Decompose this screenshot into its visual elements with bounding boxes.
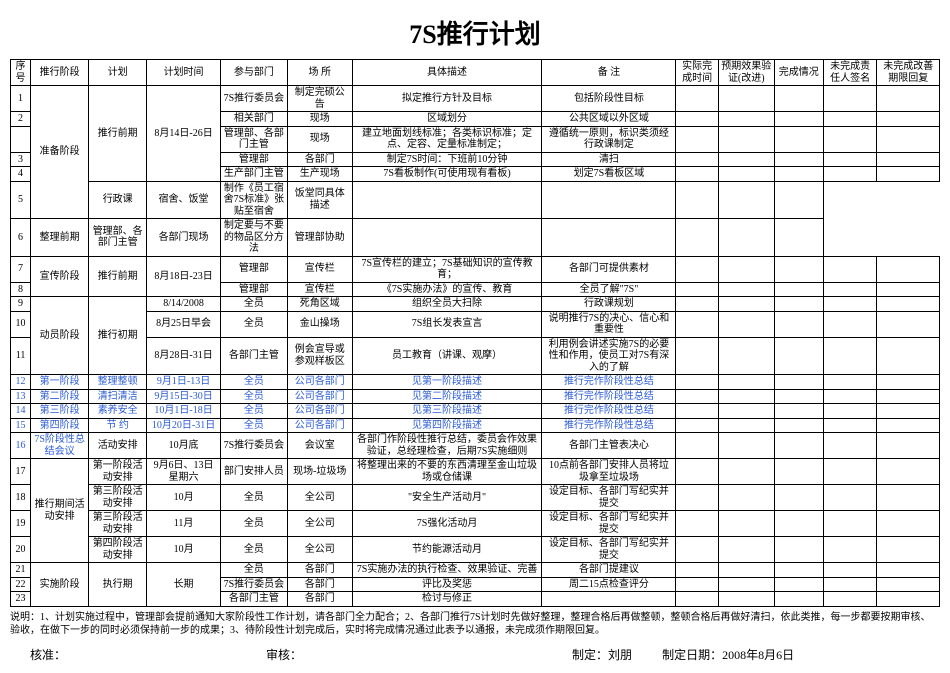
footnote: 说明：1、计划实施过程中，管理部会提前通知大家阶段性工作计划，请各部门全力配合；… xyxy=(10,611,940,638)
footer: 核准： 审核： 制定：刘朋 制定日期：2008年8月6日 xyxy=(10,646,940,663)
table-row: 9动员阶段推行初期8/14/2008全员死角区域组织全员大扫除行政课规划 xyxy=(11,297,940,312)
table-row: 17推行期间活动安排第一阶段活动安排9月6日、13日星期六部门安排人员现场-垃圾… xyxy=(11,459,940,485)
table-row: 1准备阶段推行前期8月14日-26日7S推行委员会制定完硕公告拟定推行方针及目标… xyxy=(11,86,940,112)
col-header: 参与部门 xyxy=(220,60,287,86)
table-row: 14第三阶段素养安全10月1日-18日全员公司各部门见第三阶段描述推行完作阶段性… xyxy=(11,404,940,419)
col-header: 场 所 xyxy=(287,60,352,86)
col-header: 备 注 xyxy=(542,60,676,86)
table-row: 118月28日-31日各部门主管例会宣导或参观样板区员工教育（讲课、观摩）利用例… xyxy=(11,337,940,375)
table-row: 7宣传阶段推行前期8月18日-23日管理部宣传栏7S宣传栏的建立；7S基础知识的… xyxy=(11,256,940,282)
table-row: 6整理前期管理部、各部门主管各部门现场制定要与不要的物品区分方法管理部协助 xyxy=(11,219,940,257)
col-header: 推行阶段 xyxy=(31,60,89,86)
table-row: 15第四阶段节 约10月20日-31日全员公司各部门见第四阶段描述推行完作阶段性… xyxy=(11,418,940,433)
col-header: 实际完成时间 xyxy=(676,60,718,86)
table-row: 167S阶段性总结会议活动安排10月底7S推行委员会会议室各部门作阶段性推行总结… xyxy=(11,433,940,459)
col-header: 未完成责任人签名 xyxy=(823,60,877,86)
col-header: 具体描述 xyxy=(352,60,542,86)
table-row: 19第三阶段活动安排11月全员全公司7S强化活动月设定目标、各部门写纪实并提交 xyxy=(11,511,940,537)
table-row: 12第一阶段整理整顿9月1日-13日全员公司各部门见第一阶段描述推行完作阶段性总… xyxy=(11,375,940,390)
col-header: 预期效果验证(改进) xyxy=(718,60,774,86)
table-row: 5行政课宿舍、饭堂制作《员工宿舍7S标准》张贴至宿舍饭堂同具体描述 xyxy=(11,181,940,219)
col-header: 未完成改善期限回复 xyxy=(877,60,940,86)
table-row: 18第三阶段活动安排10月全员全公司"安全生产活动月"设定目标、各部门写纪实并提… xyxy=(11,485,940,511)
plan-table: 序号推行阶段计划计划时间参与部门场 所具体描述备 注实际完成时间预期效果验证(改… xyxy=(10,59,940,607)
page-title: 7S推行计划 xyxy=(10,14,940,51)
col-header: 计划时间 xyxy=(147,60,221,86)
table-row: 20第四阶段活动安排10月全员全公司节约能源活动月设定目标、各部门写纪实并提交 xyxy=(11,537,940,563)
table-row: 108月25日早会全员金山操场7S组长发表宣言说明推行7S的决心、信心和重要性 xyxy=(11,311,940,337)
col-header: 序号 xyxy=(11,60,31,86)
table-row: 13第二阶段清扫清洁9月15日-30日全员公司各部门见第二阶段描述推行完作阶段性… xyxy=(11,389,940,404)
col-header: 完成情况 xyxy=(774,60,823,86)
col-header: 计划 xyxy=(89,60,147,86)
table-row: 21实施阶段执行期长期全员各部门7S实施办法的执行检查、效果验证、完善各部门提建… xyxy=(11,563,940,578)
